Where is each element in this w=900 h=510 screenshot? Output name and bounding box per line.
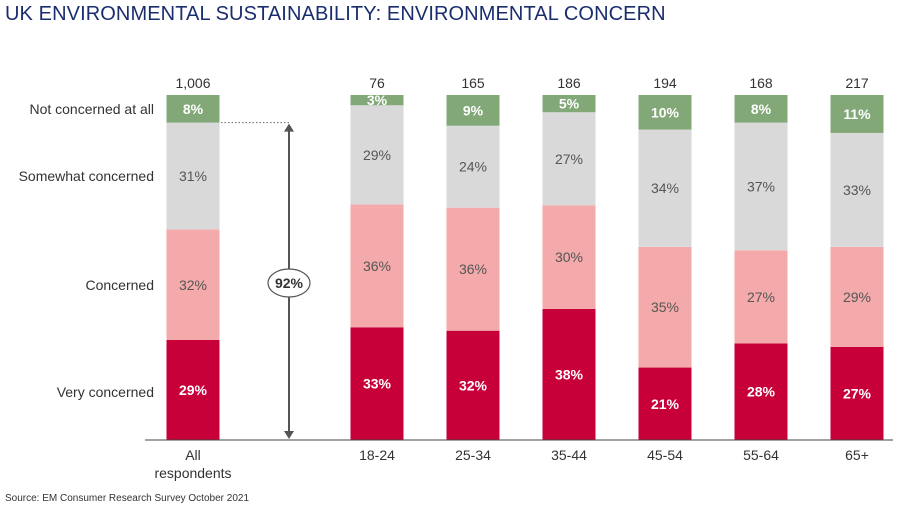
data-label-35-44-somewhat-concerned: 27%: [555, 151, 583, 167]
category-label-25-34: 25-34: [455, 447, 491, 463]
series-label-somewhat-concerned: Somewhat concerned: [19, 168, 154, 184]
data-label-65-not-concerned-at-all: 11%: [843, 106, 871, 122]
category-label-45-54: 45-54: [647, 447, 683, 463]
bar-segment-all-respondents-not-concerned-at-all: [166, 95, 220, 123]
bar-segment-18-24-concerned: [350, 204, 404, 328]
series-label-very-concerned: Very concerned: [57, 384, 154, 400]
labels-layer: 29% 32% 31% 8% 1,006 All respondents 33% 36% 29% 3…: [19, 75, 872, 481]
data-label-all-respondents-not-concerned-at-all: 8%: [183, 101, 204, 117]
sample-size-45-54: 194: [653, 75, 677, 91]
bar-segment-35-44-not-concerned-at-all: [542, 95, 596, 113]
bar-segment-35-44-concerned: [542, 205, 596, 309]
bar-segment-25-34-somewhat-concerned: [446, 125, 500, 208]
data-label-35-44-not-concerned-at-all: 5%: [559, 96, 580, 112]
data-label-55-64-not-concerned-at-all: 8%: [751, 101, 772, 117]
data-label-45-54-not-concerned-at-all: 10%: [651, 104, 680, 120]
bar-segment-all-respondents-very-concerned: [166, 339, 220, 440]
data-label-18-24-concerned: 36%: [363, 258, 391, 274]
sample-size-35-44: 186: [557, 75, 581, 91]
bar-segment-45-54-not-concerned-at-all: [638, 95, 692, 130]
data-label-25-34-very-concerned: 32%: [459, 377, 488, 393]
series-label-not-concerned-at-all: Not concerned at all: [29, 101, 154, 117]
bar-segment-18-24-somewhat-concerned: [350, 105, 404, 205]
series-label-concerned: Concerned: [86, 277, 155, 293]
sample-size-18-24: 76: [369, 75, 385, 91]
data-label-65-very-concerned: 27%: [843, 385, 872, 401]
data-label-25-34-concerned: 36%: [459, 261, 487, 277]
bar-segment-25-34-concerned: [446, 207, 500, 331]
sample-size-55-64: 168: [749, 75, 773, 91]
data-label-55-64-very-concerned: 28%: [747, 384, 776, 400]
category-label-65: 65+: [845, 447, 869, 463]
bar-segment-45-54-concerned: [638, 246, 692, 368]
annotation-oval: [267, 268, 311, 298]
source-note: Source: EM Consumer Research Survey Octo…: [5, 493, 249, 504]
bar-segment-18-24-very-concerned: [350, 327, 404, 440]
data-label-55-64-somewhat-concerned: 37%: [747, 178, 775, 194]
data-label-18-24-very-concerned: 33%: [363, 376, 392, 392]
data-label-all-respondents-concerned: 32%: [179, 277, 207, 293]
bar-segment-65-very-concerned: [830, 346, 884, 440]
bar-segment-all-respondents-somewhat-concerned: [166, 122, 220, 230]
data-label-65-concerned: 29%: [843, 289, 871, 305]
bar-segment-65-somewhat-concerned: [830, 132, 884, 247]
bar-segment-55-64-very-concerned: [734, 343, 788, 440]
bar-segment-55-64-not-concerned-at-all: [734, 95, 788, 123]
data-label-35-44-very-concerned: 38%: [555, 366, 584, 382]
bar-segment-18-24-not-concerned-at-all: [350, 95, 404, 106]
data-label-25-34-somewhat-concerned: 24%: [459, 159, 487, 175]
category-label-all-respondents-0: All: [185, 447, 201, 463]
bar-segment-25-34-not-concerned-at-all: [446, 95, 500, 126]
category-label-35-44: 35-44: [551, 447, 587, 463]
data-label-18-24-somewhat-concerned: 29%: [363, 147, 391, 163]
bar-segment-55-64-concerned: [734, 250, 788, 344]
data-label-25-34-not-concerned-at-all: 9%: [463, 102, 484, 118]
bar-segment-35-44-very-concerned: [542, 308, 596, 440]
stacked-bar-chart: 29% 32% 31% 8% 1,006 All respondents 33% 36% 29% 3…: [19, 75, 893, 481]
data-label-45-54-concerned: 35%: [651, 299, 679, 315]
bar-segment-45-54-somewhat-concerned: [638, 129, 692, 247]
bar-segment-45-54-very-concerned: [638, 367, 692, 440]
sample-size-65: 217: [845, 75, 869, 91]
bar-segment-65-not-concerned-at-all: [830, 95, 884, 133]
annotation-arrow-down: [284, 431, 294, 439]
data-label-all-respondents-somewhat-concerned: 31%: [179, 168, 207, 184]
annotation-arrow-up: [284, 123, 294, 132]
category-label-55-64: 55-64: [743, 447, 779, 463]
sample-size-25-34: 165: [461, 75, 485, 91]
annotation-layer: 92%: [221, 122, 311, 439]
data-label-55-64-concerned: 27%: [747, 289, 775, 305]
data-label-all-respondents-very-concerned: 29%: [179, 382, 208, 398]
bars-layer: [166, 95, 884, 440]
data-label-35-44-concerned: 30%: [555, 249, 583, 265]
annotation-label: 92%: [275, 275, 304, 291]
bar-segment-55-64-somewhat-concerned: [734, 122, 788, 251]
bar-segment-25-34-very-concerned: [446, 330, 500, 440]
data-label-18-24-not-concerned-at-all: 3%: [367, 92, 388, 108]
bar-segment-35-44-somewhat-concerned: [542, 112, 596, 206]
chart-title: UK ENVIRONMENTAL SUSTAINABILITY: ENVIRON…: [5, 3, 666, 25]
category-label-all-respondents-1: respondents: [154, 465, 231, 481]
sample-size-all-respondents: 1,006: [175, 75, 210, 91]
data-label-65-somewhat-concerned: 33%: [843, 182, 871, 198]
bar-segment-all-respondents-concerned: [166, 229, 220, 340]
data-label-45-54-very-concerned: 21%: [651, 396, 680, 412]
data-label-45-54-somewhat-concerned: 34%: [651, 180, 679, 196]
category-label-18-24: 18-24: [359, 447, 395, 463]
bar-segment-65-concerned: [830, 246, 884, 347]
